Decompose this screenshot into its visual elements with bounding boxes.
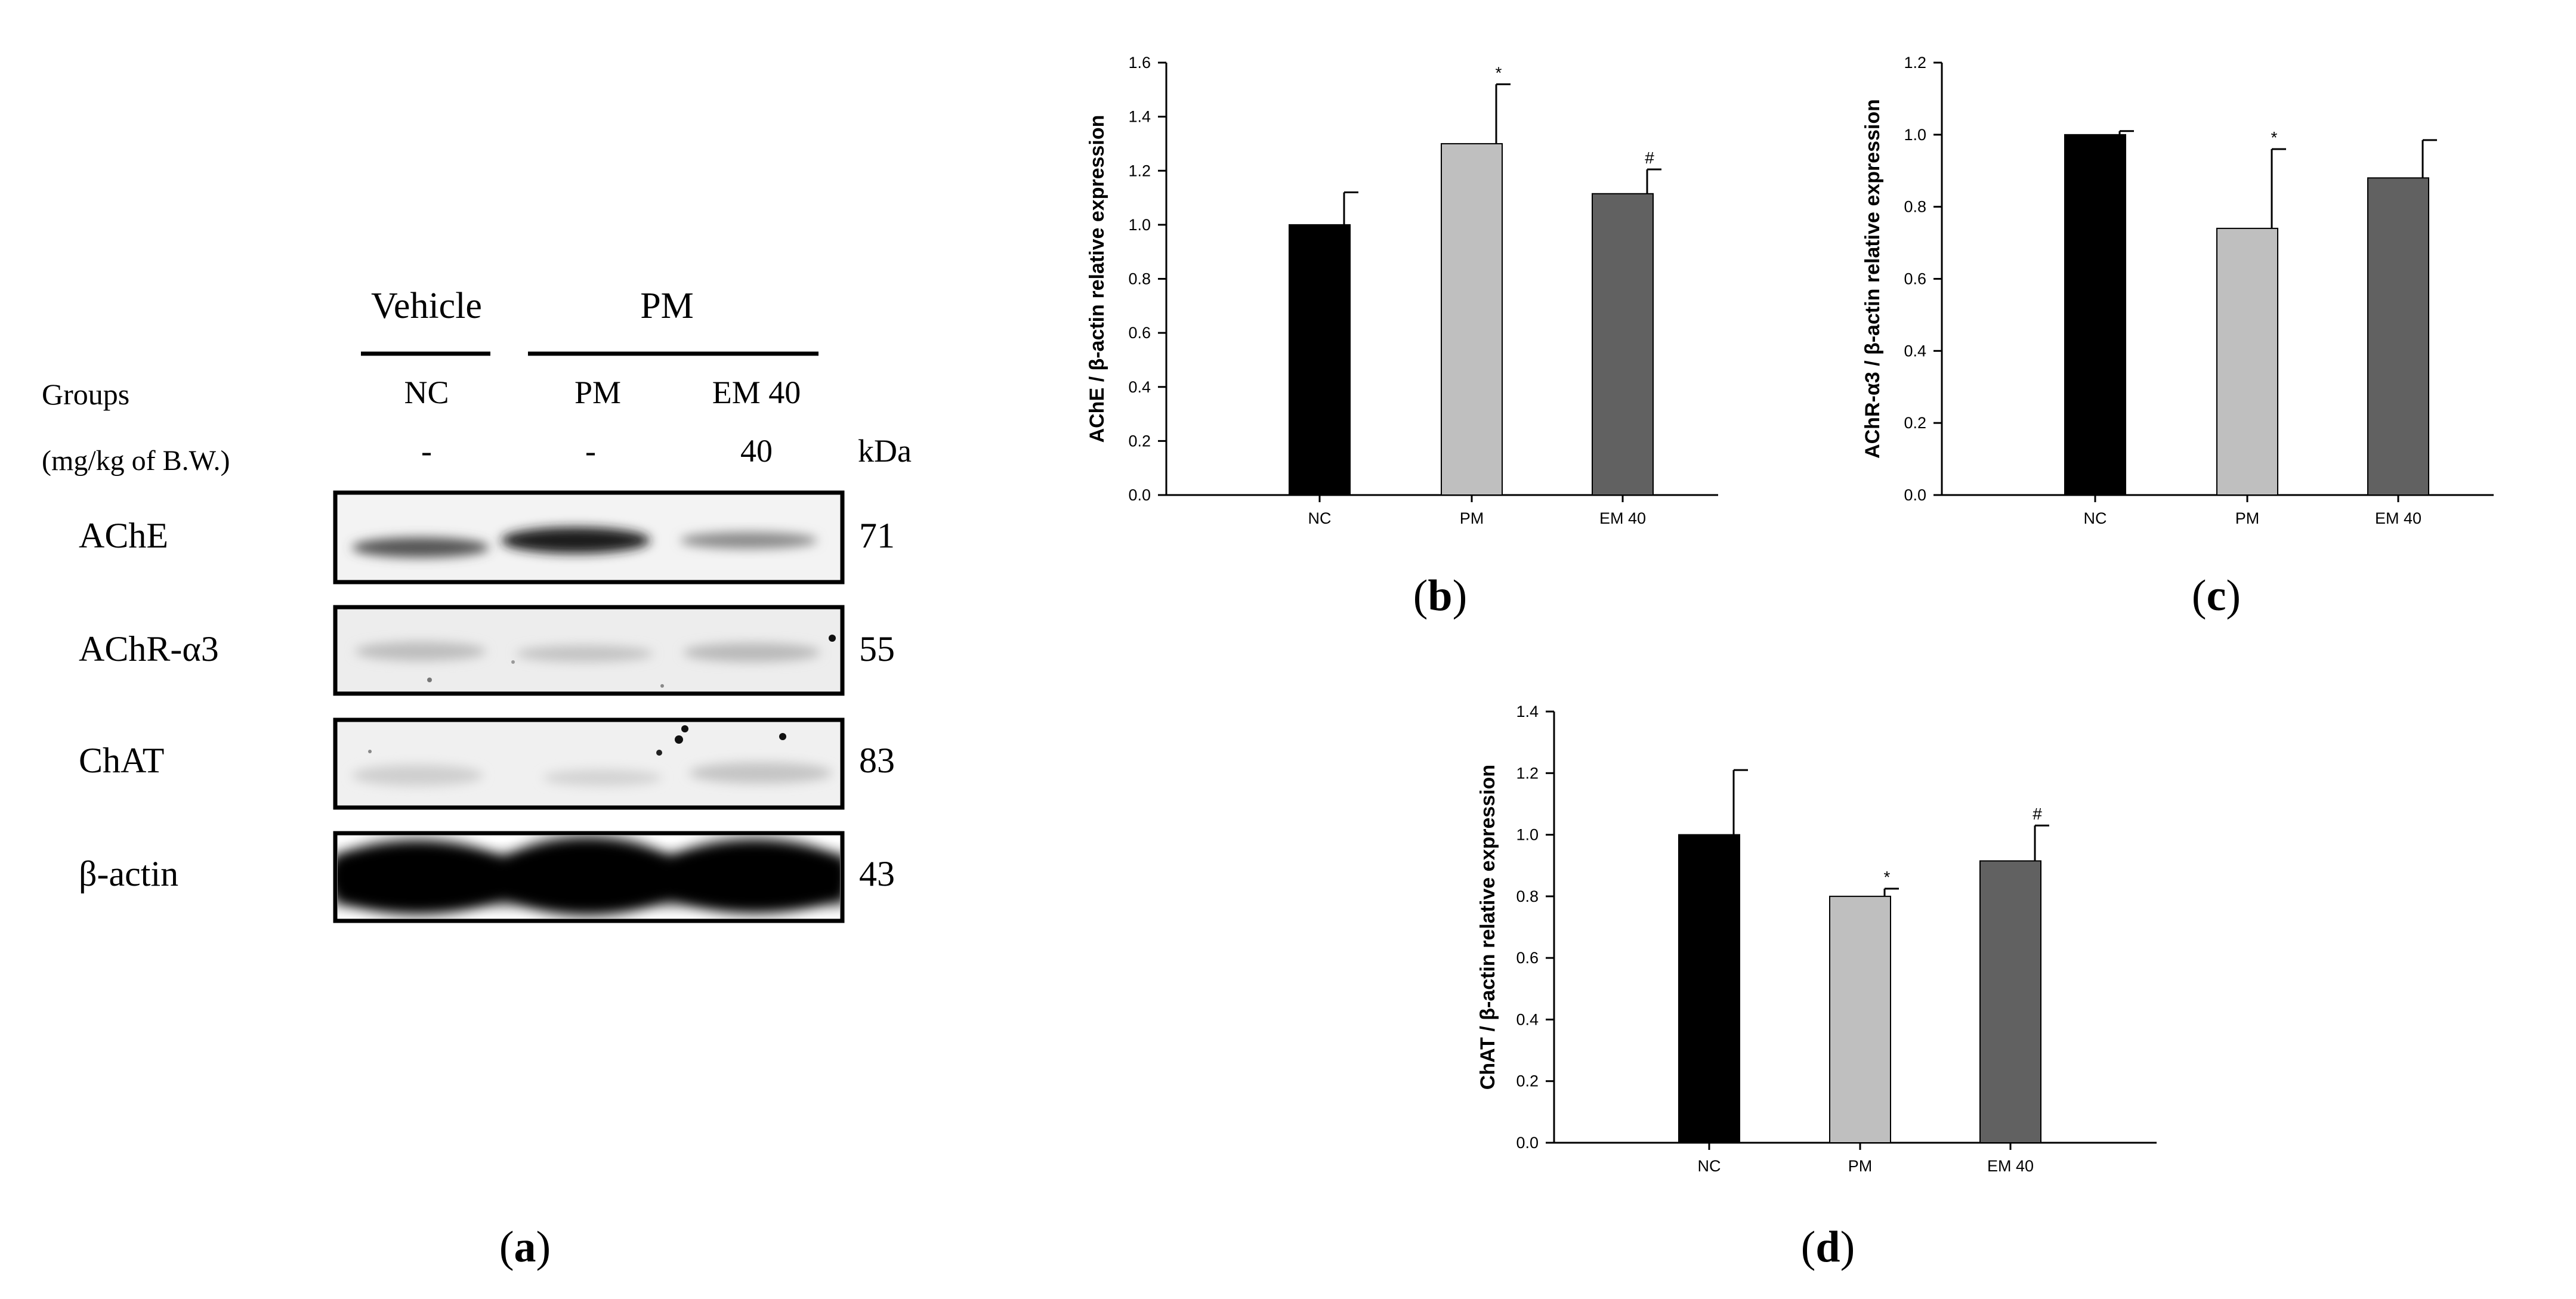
x-tick-label-pm: PM <box>1848 1157 1873 1175</box>
y-axis-label: AChE / β-actin relative expression <box>1086 115 1108 443</box>
dose-em40: 40 <box>740 433 773 469</box>
x-tick-label-nc: NC <box>1308 509 1332 527</box>
protein-label-achr: AChR-α3 <box>79 629 219 669</box>
blot-strip-chat <box>333 717 845 810</box>
y-tick-label: 0.2 <box>1516 1072 1539 1090</box>
y-tick-label: 1.6 <box>1128 54 1151 72</box>
blot-strip-actin <box>333 831 845 923</box>
y-tick-label: 0.0 <box>1128 486 1151 504</box>
kda-value-ache: 71 <box>859 516 895 555</box>
y-tick-label: 0.0 <box>1904 486 1926 504</box>
significance-mark-pm: * <box>2271 128 2278 147</box>
group-name-em40: EM 40 <box>712 375 801 410</box>
bar-em40 <box>1592 193 1654 496</box>
blot-strip-achr <box>333 605 845 696</box>
significance-mark-pm: * <box>1496 63 1502 82</box>
y-axis-label: AChR-α3 / β-actin relative expression <box>1861 99 1884 459</box>
y-tick-label: 0.8 <box>1128 270 1151 288</box>
y-tick-label: 1.4 <box>1516 703 1539 720</box>
y-tick-label: 0.6 <box>1128 324 1151 342</box>
y-tick-label: 0.4 <box>1904 342 1926 360</box>
x-tick-label-pm: PM <box>1460 509 1484 527</box>
kda-label: kDa <box>858 433 912 469</box>
pm-header: PM <box>640 286 694 326</box>
y-tick-label: 1.0 <box>1516 826 1539 844</box>
protein-label-actin: β-actin <box>79 854 178 893</box>
y-tick-label: 1.4 <box>1128 108 1151 126</box>
bar-pm <box>1829 895 1891 1144</box>
panel-label-d: (d) <box>1801 1223 1855 1272</box>
kda-value-actin: 43 <box>859 854 895 893</box>
y-tick-label: 0.4 <box>1128 378 1151 396</box>
y-tick-label: 0.8 <box>1904 198 1926 216</box>
blot-panel: Vehicle PM Groups (mg/kg of B.W.) kDa NC… <box>42 286 912 923</box>
y-tick-label: 1.2 <box>1128 162 1151 180</box>
y-tick-label: 1.2 <box>1904 54 1926 72</box>
groups-label: Groups <box>42 378 129 411</box>
group-names: NC PM EM 40 <box>404 375 801 410</box>
x-tick-label-em40: EM 40 <box>1599 509 1646 527</box>
x-tick-label-nc: NC <box>2084 509 2107 527</box>
dose-pm: - <box>585 433 596 469</box>
dose-nc: - <box>421 433 432 469</box>
y-tick-label: 0.8 <box>1516 887 1539 905</box>
protein-label-chat: ChAT <box>79 741 164 780</box>
y-tick-label: 0.2 <box>1128 432 1151 450</box>
y-tick-label: 1.2 <box>1516 764 1539 782</box>
panel-label-b: (b) <box>1413 571 1467 620</box>
y-axis-label: ChAT / β-actin relative expression <box>1477 765 1499 1090</box>
blot-strip-ache <box>333 490 845 584</box>
chart-ache: 0.0 0.2 0.4 0.6 0.8 1.0 1.2 1.4 1.6 AChE / β-acti… <box>1086 54 1718 527</box>
kda-value-chat: 83 <box>859 741 895 780</box>
y-tick-label: 0.4 <box>1516 1010 1539 1028</box>
x-tick-label-nc: NC <box>1698 1157 1721 1175</box>
chart-achr: 0.0 0.2 0.4 0.6 0.8 1.0 1.2 AChR-α3 / β-actin r… <box>1861 54 2494 527</box>
group-doses: - - 40 <box>421 433 773 469</box>
panel-label-a: (a) <box>499 1223 551 1272</box>
dose-label: (mg/kg of B.W.) <box>42 445 230 477</box>
significance-mark-em40: # <box>1645 149 1654 167</box>
kda-value-achr: 55 <box>859 629 895 669</box>
x-tick-label-em40: EM 40 <box>1987 1157 2034 1175</box>
panel-label-c: (c) <box>2192 571 2241 620</box>
bar-nc <box>2064 134 2126 496</box>
protein-label-ache: AChE <box>79 516 168 555</box>
bar-nc <box>1678 834 1740 1143</box>
group-name-nc: NC <box>404 375 449 410</box>
group-name-pm: PM <box>574 375 621 410</box>
bar-em40 <box>2367 177 2429 496</box>
significance-mark-pm: * <box>1884 868 1891 886</box>
y-tick-label: 0.2 <box>1904 414 1926 432</box>
bar-pm <box>2216 227 2278 496</box>
x-tick-label-em40: EM 40 <box>2375 509 2421 527</box>
significance-mark-em40: # <box>2033 805 2042 823</box>
x-tick-label-pm: PM <box>2235 509 2260 527</box>
bar-nc <box>1289 224 1351 496</box>
y-tick-label: 1.0 <box>1904 126 1926 144</box>
bar-pm <box>1441 143 1503 496</box>
y-tick-label: 0.0 <box>1516 1134 1539 1152</box>
y-tick-label: 1.0 <box>1128 216 1151 234</box>
y-tick-label: 0.6 <box>1904 270 1926 288</box>
vehicle-header: Vehicle <box>371 286 482 326</box>
chart-chat: 0.0 0.2 0.4 0.6 0.8 1.0 1.2 1.4 ChAT / β-actin r… <box>1477 703 2157 1175</box>
y-tick-label: 0.6 <box>1516 949 1539 967</box>
bar-em40 <box>1979 860 2041 1144</box>
